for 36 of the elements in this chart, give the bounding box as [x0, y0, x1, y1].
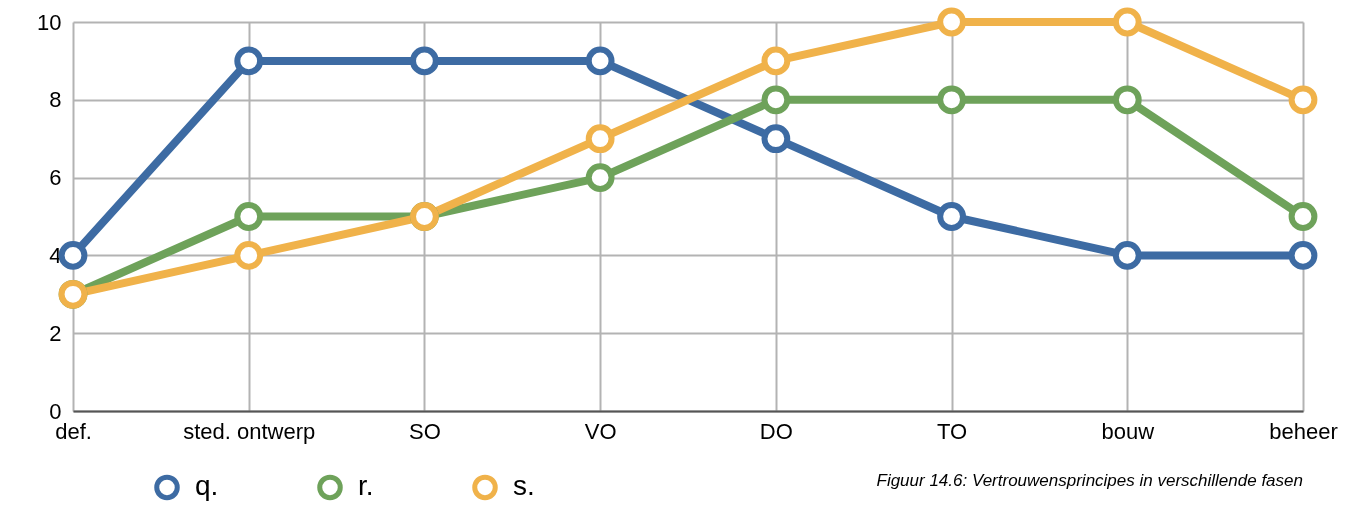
point	[1288, 241, 1318, 270]
point	[761, 124, 791, 154]
point	[58, 241, 88, 270]
point	[761, 85, 791, 115]
x-tick-label: SO	[409, 418, 441, 444]
y-tick-label: 8	[49, 87, 62, 113]
point	[937, 202, 966, 231]
x-tick-label: DO	[759, 418, 793, 444]
text: Figuur 14.6: Vertrouwensprincipes in verschillende fasen	[876, 471, 1303, 490]
x-tick-label: VO	[584, 418, 617, 444]
y-tick-label: 6	[49, 165, 62, 191]
y-tick-label: 10	[37, 9, 62, 35]
point	[1288, 202, 1318, 231]
point	[1112, 7, 1142, 37]
point	[585, 46, 615, 76]
point	[937, 85, 966, 115]
point	[585, 124, 615, 154]
legend-label: r.	[358, 470, 374, 502]
point	[1112, 85, 1142, 115]
point	[1288, 85, 1318, 115]
point	[234, 202, 264, 231]
point	[937, 7, 966, 37]
y-tick-label: 4	[49, 242, 62, 268]
point	[410, 46, 439, 76]
point	[585, 163, 615, 192]
y-tick-label: 2	[49, 320, 62, 346]
point	[761, 46, 791, 76]
x-tick-label: beheer	[1269, 418, 1338, 444]
x-tick-label: sted. ontwerp	[183, 418, 316, 444]
legend-label: s.	[513, 470, 535, 502]
x-tick-label: TO	[936, 418, 968, 444]
x-tick-label: bouw	[1101, 418, 1155, 444]
point	[234, 46, 264, 76]
point	[1112, 241, 1142, 270]
point	[234, 241, 264, 270]
legend-label: q.	[195, 470, 219, 502]
